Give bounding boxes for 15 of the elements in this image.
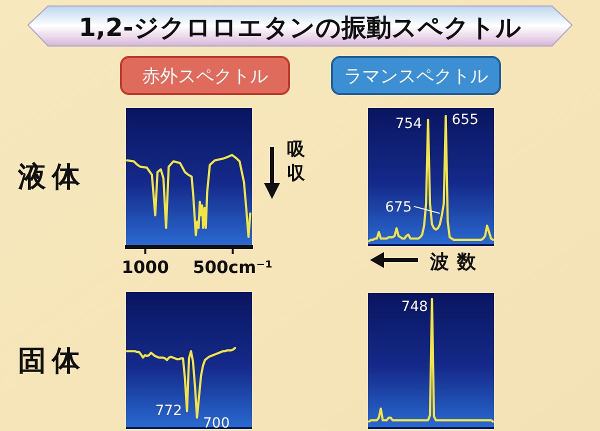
text: 液体 — [17, 160, 86, 193]
annotation: 675 — [385, 199, 412, 216]
x-tick-label: 500cm⁻¹ — [192, 258, 273, 278]
annotation: 748 — [401, 299, 428, 315]
chart-subtitle: 赤外スペクトル — [142, 66, 268, 87]
chart-subtitle: ラマンスペクトル — [344, 66, 488, 87]
text: 吸収 — [287, 139, 306, 184]
annotation: 754 — [395, 116, 422, 132]
chart-title: 1,2-ジクロロエタンの振動スペクトル — [78, 13, 522, 42]
x-axis-title: 波数 — [429, 251, 484, 273]
x-tick-label: 1000 — [122, 258, 170, 278]
annotation: 772 — [155, 403, 182, 420]
annotation: 655 — [452, 112, 478, 128]
annotation: 700 — [203, 416, 230, 431]
text: 固体 — [18, 344, 86, 377]
